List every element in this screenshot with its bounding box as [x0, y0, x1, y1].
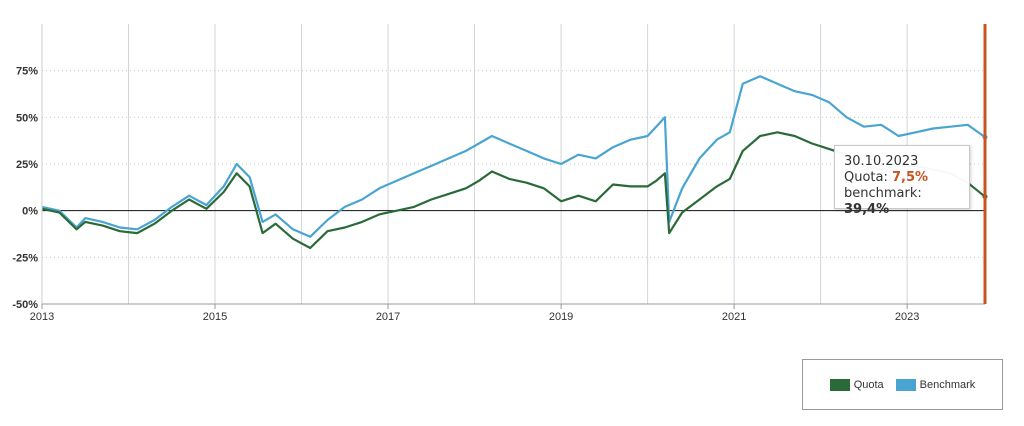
legend-item-benchmark[interactable]: Benchmark: [895, 378, 976, 391]
tooltip-quota-value: 7,5%: [892, 170, 929, 185]
series-line-quota: [41, 131, 986, 250]
y-tick-label: -50%: [12, 299, 38, 311]
tooltip-quota-label: Quota:: [844, 170, 888, 185]
x-tick-label: 2017: [376, 311, 400, 323]
x-tick-label: 2019: [549, 311, 573, 323]
y-tick-label: 0%: [22, 206, 38, 218]
tooltip-date: 30.10.2023: [844, 154, 919, 169]
tooltip-benchmark-label: benchmark:: [844, 186, 922, 201]
x-tick-label: 2021: [722, 311, 746, 323]
tooltip: 30.10.2023 Quota: 7,5% benchmark: 39,4%: [834, 145, 970, 217]
legend-swatch-benchmark: [895, 378, 916, 391]
tooltip-benchmark: benchmark: 39,4%: [844, 186, 960, 218]
y-tick-label: 75%: [16, 66, 38, 78]
legend-label-benchmark: Benchmark: [919, 378, 976, 391]
series-line-benchmark: [41, 75, 986, 238]
x-tick-label: 2013: [30, 311, 54, 323]
tooltip-benchmark-value: 39,4%: [844, 202, 890, 217]
legend-label-quota: Quota: [853, 378, 884, 391]
legend: Quota Benchmark: [802, 359, 1003, 410]
y-tick-label: 25%: [16, 159, 38, 171]
y-tick-label: 50%: [16, 112, 38, 124]
x-tick-label: 2023: [895, 311, 919, 323]
x-tick-label: 2015: [203, 311, 227, 323]
legend-swatch-quota: [829, 378, 850, 391]
y-tick-label: -25%: [12, 252, 38, 264]
legend-item-quota[interactable]: Quota: [829, 378, 884, 391]
tooltip-quota: Quota: 7,5%: [844, 170, 960, 186]
axes: 75% 50% 25% 0% -25% -50%2013 2015 2017 2019 2021 2…: [12, 24, 985, 323]
